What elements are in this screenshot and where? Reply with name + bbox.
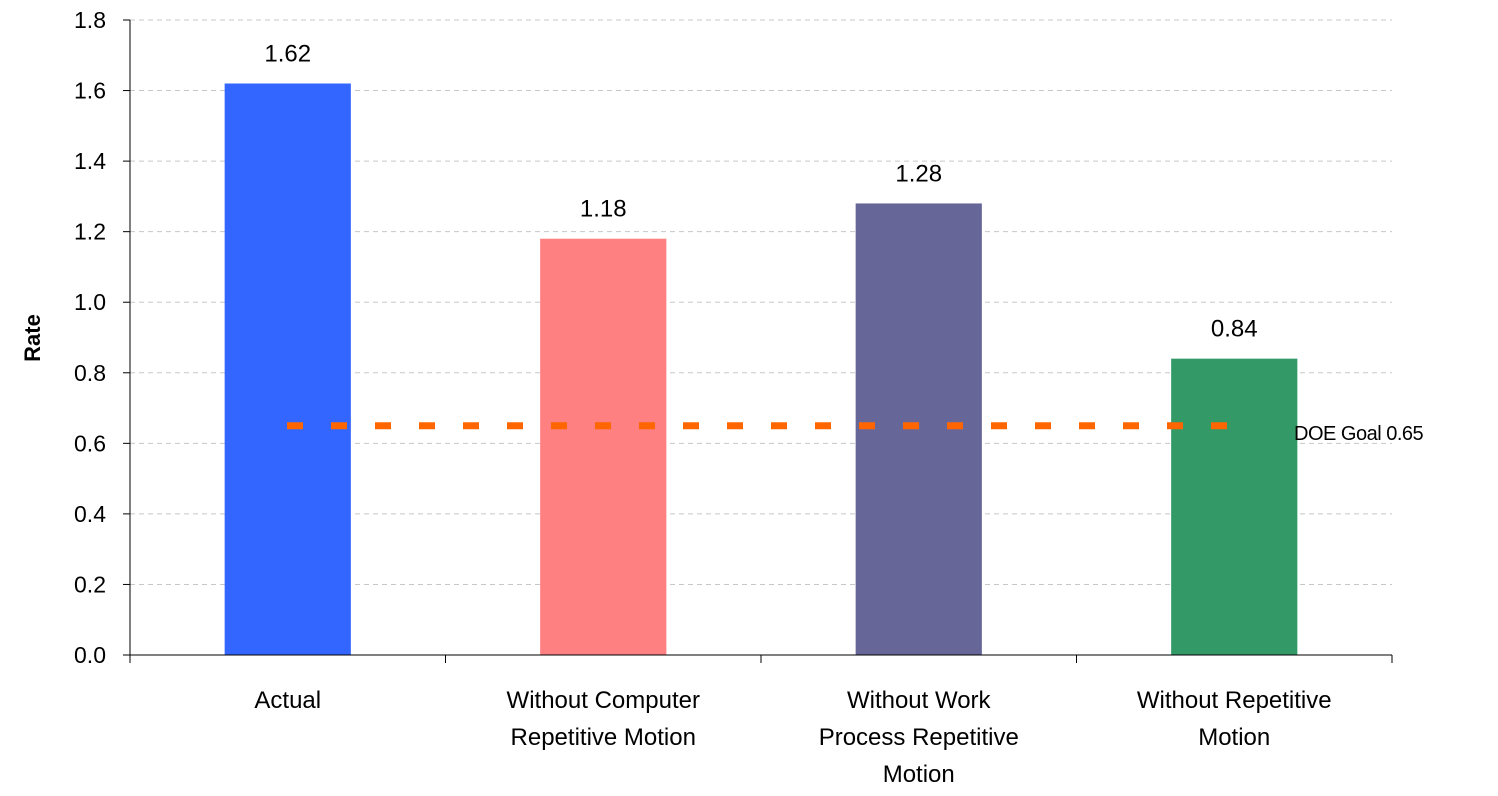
y-tick-label: 1.0 — [74, 289, 106, 315]
data-label: 0.84 — [1211, 316, 1258, 343]
category-label: Without Work Process Repetitive Motion — [819, 687, 1019, 788]
y-tick-label: 1.6 — [74, 78, 106, 104]
y-axis-label: Rate — [20, 314, 45, 362]
bars — [224, 83, 1298, 655]
category-label-line: Actual — [254, 687, 321, 714]
category-label-line: Repetitive Motion — [511, 724, 696, 751]
bar — [224, 83, 351, 655]
y-tick-label: 0.6 — [74, 430, 106, 456]
category-label: Actual — [254, 687, 321, 714]
category-label-line: Without Computer — [507, 687, 700, 714]
bar — [540, 238, 667, 655]
y-tick-label: 0.4 — [74, 501, 106, 527]
data-label: 1.18 — [580, 196, 627, 223]
data-labels: 1.62 1.18 1.28 0.84 — [264, 41, 1257, 343]
y-tick-label: 1.8 — [74, 7, 106, 33]
category-label-line: Motion — [1198, 724, 1270, 751]
bar — [1171, 358, 1298, 655]
data-label: 1.62 — [264, 41, 311, 68]
bar — [855, 203, 982, 655]
y-tick-label: 0.2 — [74, 571, 106, 597]
category-label-line: Without Work — [847, 687, 992, 714]
y-tick-label: 0.8 — [74, 360, 106, 386]
y-tick-labels: 0.0 0.2 0.4 0.6 0.8 1.0 1.2 1.4 1.6 1.8 — [74, 7, 106, 668]
y-tick-label: 1.4 — [74, 148, 106, 174]
category-labels: Actual Without Computer Repetitive MotionW… — [254, 687, 1331, 788]
category-label-line: Without Repetitive — [1137, 687, 1332, 714]
category-label-line: Motion — [883, 761, 955, 788]
axes — [123, 19, 1393, 663]
category-label: Without Repetitive Motion — [1137, 687, 1332, 751]
reference-line-label: DOE Goal 0.65 — [1294, 423, 1424, 445]
y-tick-label: 1.2 — [74, 219, 106, 245]
y-tick-label: 0.0 — [74, 642, 106, 668]
data-label: 1.28 — [895, 160, 942, 187]
category-label: Without Computer Repetitive Motion — [507, 687, 700, 751]
category-label-line: Process Repetitive — [819, 724, 1019, 751]
